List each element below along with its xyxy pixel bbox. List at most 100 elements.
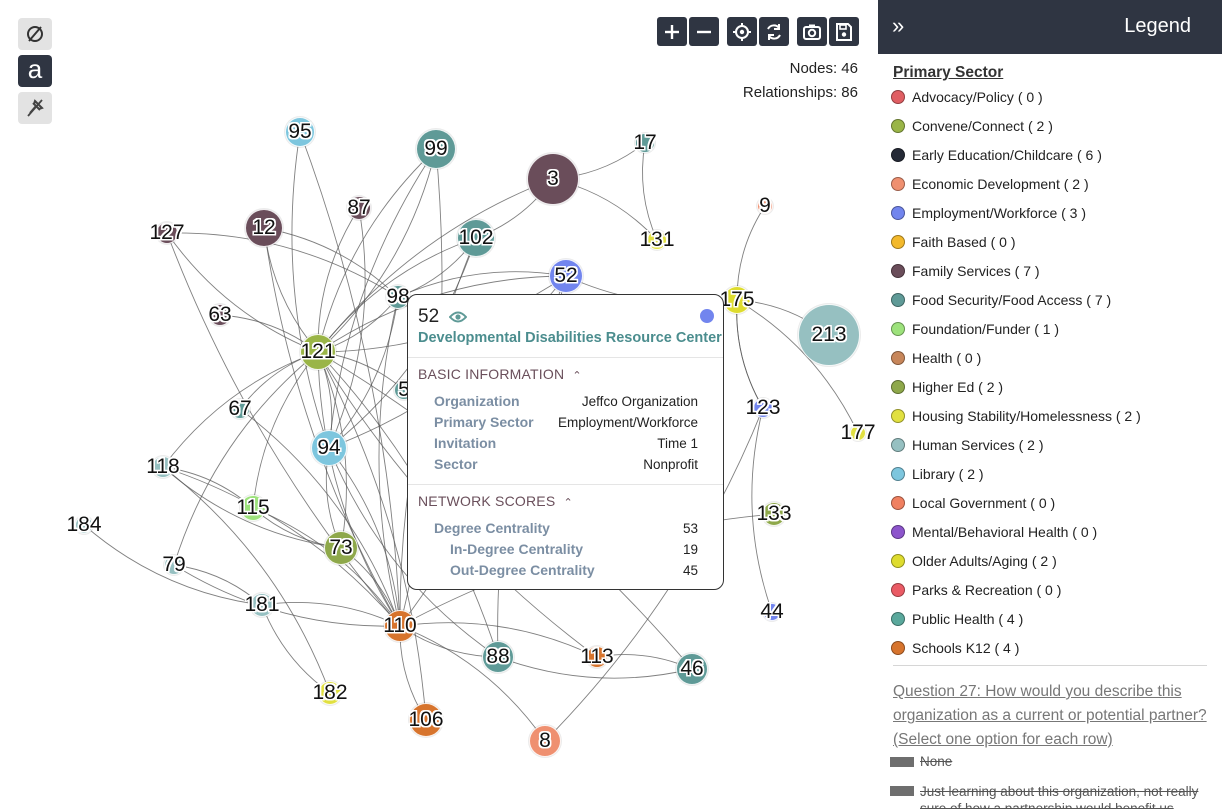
legend-item[interactable]: Faith Based ( 0 ) <box>891 232 1016 252</box>
graph-node[interactable] <box>723 286 751 314</box>
graph-node[interactable] <box>384 610 416 642</box>
double-chevron-right-icon[interactable]: » <box>892 13 905 38</box>
node-tooltip: 52 Developmental Disabilities Resource C… <box>407 294 724 590</box>
legend-item-label: Public Health ( 4 ) <box>912 611 1024 627</box>
graph-node[interactable] <box>156 222 178 244</box>
graph-node[interactable] <box>753 398 773 418</box>
node-count: Nodes: 46 <box>789 60 858 77</box>
graph-node[interactable] <box>762 502 786 526</box>
basic-info-header[interactable]: BASIC INFORMATION ⌃ <box>418 366 582 382</box>
graph-edge <box>751 407 773 613</box>
legend-item[interactable]: Local Government ( 0 ) <box>891 493 1055 513</box>
pin-off-button[interactable] <box>18 92 52 124</box>
graph-node[interactable] <box>230 399 250 419</box>
legend-item[interactable]: Older Adults/Aging ( 2 ) <box>891 551 1057 571</box>
legend-item[interactable]: Mental/Behavioral Health ( 0 ) <box>891 522 1097 542</box>
legend-color-dot <box>891 583 905 597</box>
tooltip-node-name[interactable]: Developmental Disabilities Resource Cent… <box>418 330 722 346</box>
graph-edge <box>317 351 401 627</box>
legend-item[interactable]: Library ( 2 ) <box>891 464 984 484</box>
eye-icon[interactable] <box>449 310 467 324</box>
graph-node[interactable] <box>676 653 708 685</box>
legend-item-label: Housing Stability/Homelessness ( 2 ) <box>912 408 1141 424</box>
graph-node[interactable] <box>482 641 514 673</box>
basic-info-title: BASIC INFORMATION <box>418 366 565 382</box>
legend-item[interactable]: Health ( 0 ) <box>891 348 981 368</box>
legend-item[interactable]: Employment/Workforce ( 3 ) <box>891 203 1086 223</box>
graph-node[interactable] <box>529 725 561 757</box>
legend-item[interactable]: Human Services ( 2 ) <box>891 435 1043 455</box>
refresh-button[interactable] <box>759 17 789 46</box>
graph-node[interactable] <box>549 259 583 293</box>
graph-node[interactable] <box>763 603 781 621</box>
legend-item[interactable]: Economic Development ( 2 ) <box>891 174 1089 194</box>
graph-node[interactable] <box>586 646 608 668</box>
graph-node[interactable] <box>164 555 184 575</box>
legend-color-dot <box>891 119 905 133</box>
graph-node[interactable] <box>209 304 231 326</box>
legend-title: Legend <box>1124 15 1191 37</box>
graph-node[interactable] <box>75 516 93 534</box>
graph-node[interactable] <box>318 681 342 705</box>
legend-color-dot <box>891 554 905 568</box>
zoom-in-icon <box>665 24 679 39</box>
legend-item[interactable]: Housing Stability/Homelessness ( 2 ) <box>891 406 1141 426</box>
graph-node[interactable] <box>409 703 443 737</box>
graph-node[interactable] <box>647 230 667 250</box>
graph-node[interactable] <box>757 198 773 214</box>
legend-item[interactable]: Food Security/Food Access ( 7 ) <box>891 290 1111 310</box>
legend-item[interactable]: Advocacy/Policy ( 0 ) <box>891 87 1043 107</box>
graph-node[interactable] <box>250 593 274 617</box>
legend-item[interactable]: Convene/Connect ( 2 ) <box>891 116 1053 136</box>
graph-node[interactable] <box>347 196 371 220</box>
legend-section-title[interactable]: Primary Sector <box>893 64 1004 81</box>
legend-item[interactable]: Parks & Recreation ( 0 ) <box>891 580 1061 600</box>
legend-item[interactable]: Public Health ( 4 ) <box>891 609 1023 629</box>
legend-item[interactable]: Early Education/Childcare ( 6 ) <box>891 145 1102 165</box>
graph-node[interactable] <box>850 425 866 441</box>
legend-item-label: Food Security/Food Access ( 7 ) <box>912 292 1112 308</box>
legend-item-label: Human Services ( 2 ) <box>912 437 1044 453</box>
legend-color-dot <box>891 641 905 655</box>
legend-color-dot <box>891 264 905 278</box>
legend-item[interactable]: Higher Ed ( 2 ) <box>891 377 1003 397</box>
graph-node[interactable] <box>635 133 655 153</box>
legend-item[interactable]: Family Services ( 7 ) <box>891 261 1040 281</box>
graph-edge <box>399 625 546 742</box>
legend-item-label: Schools K12 ( 4 ) <box>912 640 1020 656</box>
legend-option-none[interactable]: None <box>890 754 952 769</box>
toggle-labels-button[interactable]: a <box>18 55 52 87</box>
graph-node[interactable] <box>324 531 358 565</box>
graph-node[interactable] <box>311 430 347 466</box>
zoom-out-button[interactable] <box>689 17 719 46</box>
graph-edge <box>162 351 319 468</box>
legend-item-label: Advocacy/Policy ( 0 ) <box>912 89 1043 105</box>
graph-node[interactable] <box>527 153 579 205</box>
screenshot-button[interactable] <box>797 17 827 46</box>
camera-icon <box>803 24 821 40</box>
graph-node[interactable] <box>457 219 495 257</box>
legend-item[interactable]: Schools K12 ( 4 ) <box>891 638 1019 658</box>
basic-val-organization: Jeffco Organization <box>581 394 698 409</box>
graph-node[interactable] <box>300 334 336 370</box>
save-button[interactable] <box>829 17 859 46</box>
legend-color-dot <box>891 90 905 104</box>
legend-question-title[interactable]: Question 27: How would you describe this… <box>893 683 1207 748</box>
center-view-button[interactable] <box>727 17 757 46</box>
network-scores-header[interactable]: NETWORK SCORES ⌃ <box>418 493 573 509</box>
chevron-up-icon: ⌃ <box>572 370 582 382</box>
graph-node[interactable] <box>798 304 860 366</box>
zoom-in-button[interactable] <box>657 17 687 46</box>
graph-node[interactable] <box>416 129 456 169</box>
graph-node[interactable] <box>152 456 174 478</box>
graph-edge <box>263 227 401 627</box>
graph-edge <box>317 351 427 721</box>
graph-node[interactable] <box>240 495 266 521</box>
empty-set-button[interactable] <box>18 18 52 50</box>
network-graph-canvas[interactable]: 95 99 17 3 87 12 127 102 131 9 52 98 175 213 63 121 5 67 9… <box>0 0 878 809</box>
legend-option-just-learning[interactable]: Just learning about this organization, n… <box>890 783 1210 809</box>
graph-node[interactable] <box>245 209 283 247</box>
graph-node[interactable] <box>285 117 315 147</box>
legend-color-dot <box>891 235 905 249</box>
legend-item[interactable]: Foundation/Funder ( 1 ) <box>891 319 1059 339</box>
